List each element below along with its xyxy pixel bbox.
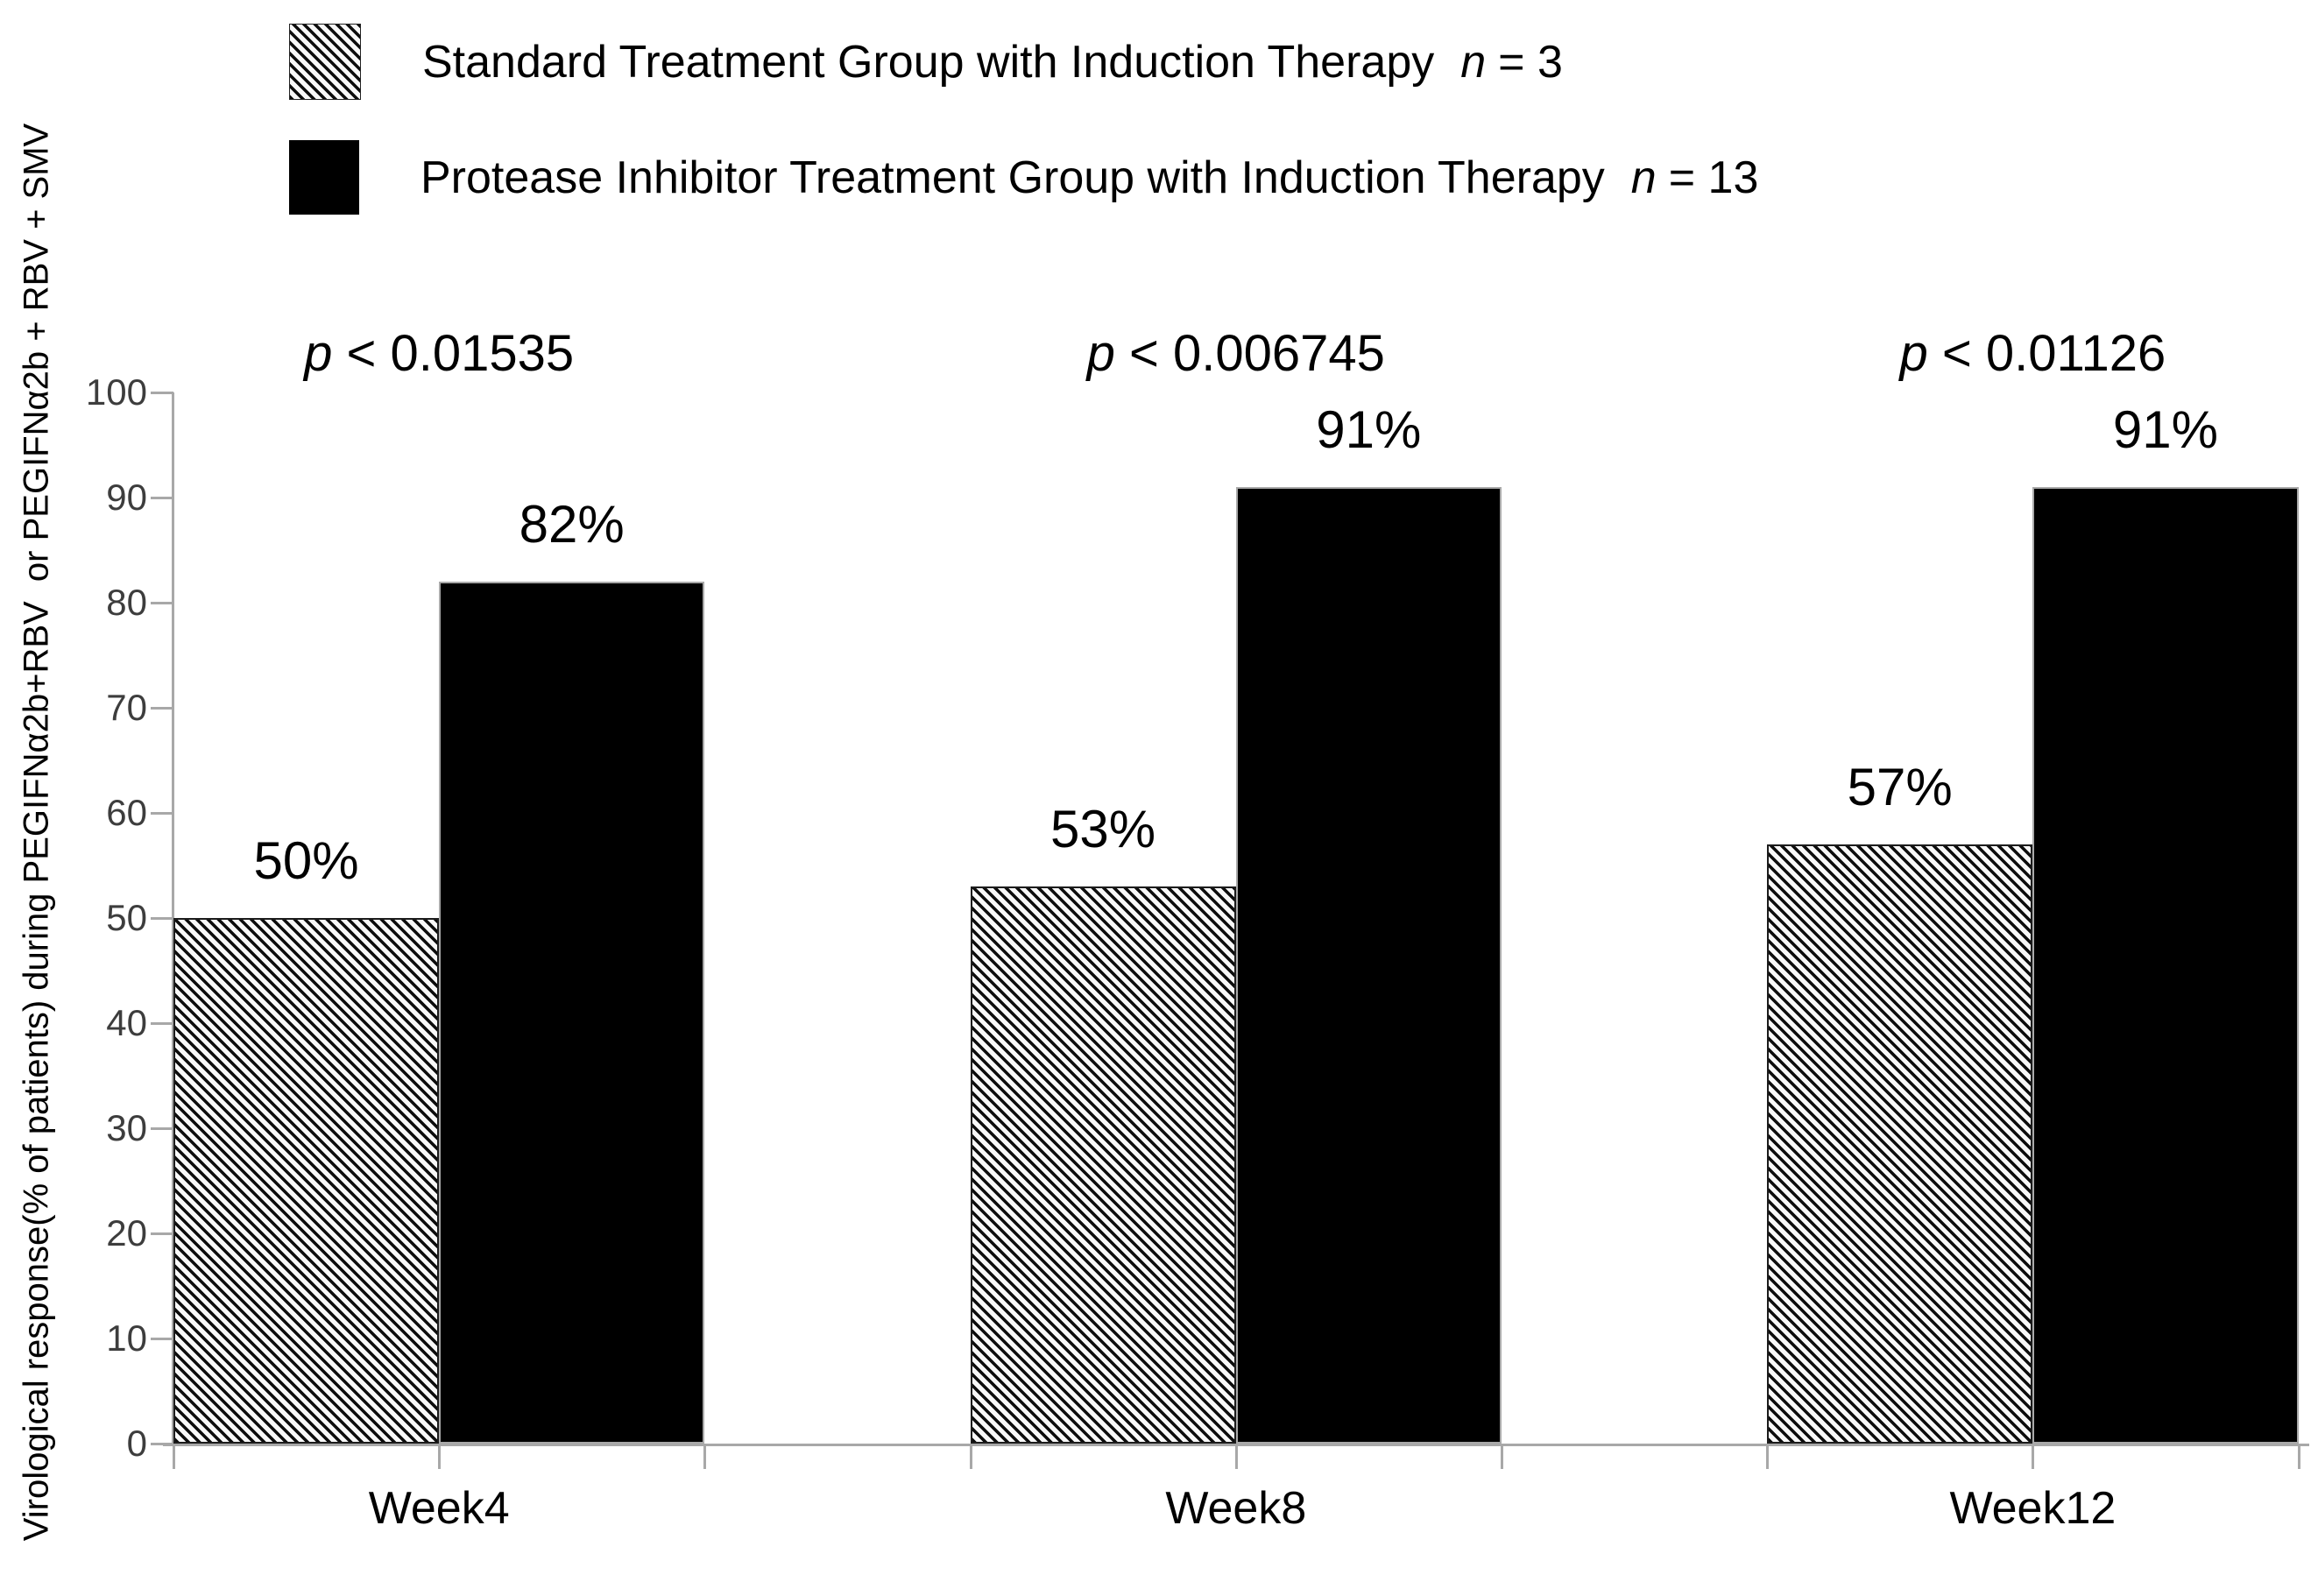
legend-label-text: Protease Inhibitor Treatment Group with … bbox=[420, 152, 1605, 203]
y-tick-label: 80 bbox=[106, 582, 147, 623]
x-axis-category-label: Week8 bbox=[1165, 1483, 1307, 1534]
y-tick-label: 70 bbox=[106, 687, 147, 728]
p-value-label: p < 0.01126 bbox=[1899, 325, 2166, 382]
legend-item-protease: Protease Inhibitor Treatment Group with … bbox=[289, 140, 1758, 215]
y-tick-label: 60 bbox=[106, 792, 147, 833]
bar-solid-black-week12 bbox=[2032, 487, 2299, 1444]
legend: Standard Treatment Group with Induction … bbox=[289, 24, 1758, 256]
legend-label-standard: Standard Treatment Group with Induction … bbox=[422, 36, 1563, 88]
bar-value-label: 82% bbox=[519, 495, 625, 554]
x-tick bbox=[1501, 1446, 1503, 1469]
bar-solid-black-week4 bbox=[439, 582, 705, 1444]
y-tick bbox=[151, 1232, 173, 1235]
y-tick bbox=[151, 1338, 173, 1340]
legend-label-text: Standard Treatment Group with Induction … bbox=[422, 36, 1435, 88]
legend-n-italic: n bbox=[1630, 152, 1657, 203]
y-tick bbox=[151, 602, 173, 604]
x-tick bbox=[1766, 1446, 1770, 1469]
y-tick-label: 0 bbox=[126, 1423, 147, 1464]
x-axis-category-label: Week4 bbox=[368, 1483, 510, 1534]
y-tick-label: 10 bbox=[106, 1317, 147, 1359]
legend-n-value: = 3 bbox=[1498, 36, 1563, 88]
y-tick-label: 40 bbox=[106, 1002, 147, 1043]
y-tick bbox=[151, 1127, 173, 1130]
y-tick bbox=[151, 1443, 173, 1445]
bar-hatched-week8 bbox=[970, 886, 1236, 1444]
legend-n-value: = 13 bbox=[1668, 152, 1759, 203]
bar-value-label: 91% bbox=[2112, 400, 2218, 459]
x-tick bbox=[2297, 1446, 2300, 1469]
y-tick bbox=[151, 392, 173, 394]
x-axis-category-label: Week12 bbox=[1949, 1483, 2117, 1534]
y-tick bbox=[151, 707, 173, 710]
y-tick bbox=[151, 1022, 173, 1025]
y-tick-label: 30 bbox=[106, 1107, 147, 1148]
x-tick bbox=[2032, 1446, 2035, 1469]
y-tick bbox=[151, 917, 173, 920]
x-tick bbox=[173, 1446, 175, 1469]
y-tick bbox=[151, 812, 173, 815]
legend-item-standard: Standard Treatment Group with Induction … bbox=[289, 24, 1758, 100]
y-tick-label: 50 bbox=[106, 897, 147, 938]
x-tick bbox=[969, 1446, 972, 1469]
bar-solid-black-week8 bbox=[1235, 487, 1502, 1444]
bar-hatched-week4 bbox=[173, 918, 440, 1444]
bar-value-label: 53% bbox=[1050, 800, 1156, 858]
legend-swatch-hatched bbox=[289, 24, 361, 100]
p-value-label: p < 0.01535 bbox=[304, 325, 575, 382]
p-value-label: p < 0.006745 bbox=[1086, 325, 1385, 382]
y-tick-label: 20 bbox=[106, 1212, 147, 1253]
bar-value-label: 57% bbox=[1847, 758, 1953, 816]
legend-n-italic: n bbox=[1460, 36, 1487, 88]
x-tick bbox=[703, 1446, 707, 1469]
x-tick bbox=[438, 1446, 442, 1469]
bar-hatched-week12 bbox=[1767, 844, 2033, 1444]
bar-value-label: 50% bbox=[253, 831, 359, 890]
legend-swatch-black bbox=[289, 140, 359, 215]
x-axis-line bbox=[163, 1444, 2309, 1446]
legend-label-protease: Protease Inhibitor Treatment Group with … bbox=[420, 152, 1758, 204]
y-tick bbox=[151, 497, 173, 499]
x-tick bbox=[1234, 1446, 1238, 1469]
y-tick-label: 90 bbox=[106, 477, 147, 518]
y-tick-label: 100 bbox=[85, 371, 147, 413]
bar-value-label: 91% bbox=[1316, 400, 1422, 459]
